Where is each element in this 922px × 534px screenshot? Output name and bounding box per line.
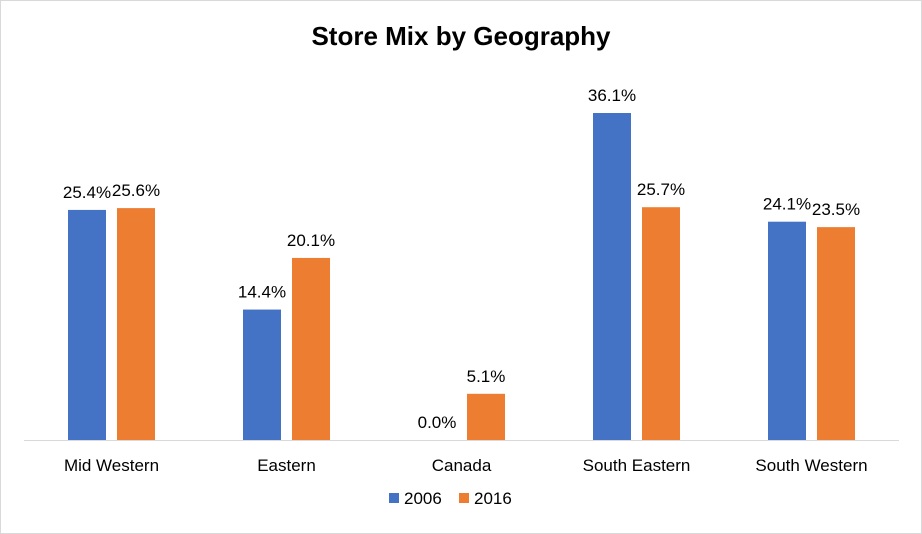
data-label-south-western-2006: 24.1% [763,195,811,214]
data-label-south-eastern-2016: 25.7% [637,180,685,199]
bar-eastern-2006 [243,309,281,440]
data-label-canada-2006: 0.0% [418,413,457,432]
legend-label-2016: 2016 [474,489,512,508]
data-label-eastern-2006: 14.4% [238,283,286,302]
category-labels-layer: Mid Western Eastern Canada South Eastern Sou… [64,456,868,475]
bar-mid-western-2016 [117,208,155,440]
data-label-south-western-2016: 23.5% [812,200,860,219]
category-label: Mid Western [64,456,159,475]
data-label-mid-western-2006: 25.4% [63,183,111,202]
data-label-canada-2016: 5.1% [467,367,506,386]
legend: 2006 2016 [389,489,512,508]
bar-eastern-2016 [292,257,330,440]
legend-label-2006: 2006 [404,489,442,508]
bar-south-western-2006 [768,221,806,440]
legend-swatch-2016 [459,493,469,503]
category-label: South Western [755,456,867,475]
bar-south-eastern-2016 [642,207,680,440]
legend-swatch-2006 [389,493,399,503]
data-label-mid-western-2016: 25.6% [112,181,160,200]
category-label: Eastern [257,456,316,475]
bar-canada-2016 [467,393,505,440]
data-label-south-eastern-2006: 36.1% [588,86,636,105]
bar-mid-western-2006 [68,209,106,440]
category-label: Canada [432,456,492,475]
bars-layer [68,113,855,440]
category-label: South Eastern [583,456,691,475]
data-labels-layer: 25.4% 25.6% 14.4% 20.1% 0.0% 5.1% 36.1% 25.7% 24… [63,86,860,432]
data-label-eastern-2016: 20.1% [287,231,335,250]
bar-south-western-2016 [817,227,855,440]
bar-south-eastern-2006 [593,113,631,440]
chart-title: Store Mix by Geography [311,21,611,51]
